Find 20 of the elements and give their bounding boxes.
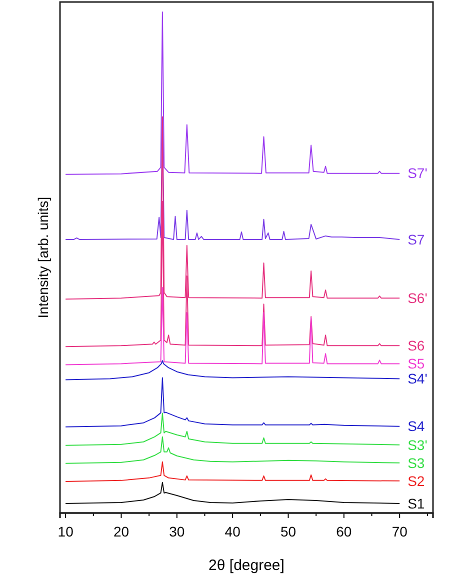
series-label: S7 [408,231,425,248]
series-label: S4 [408,418,425,434]
series-label: S2 [408,472,425,489]
x-tick-label: 20 [113,523,130,540]
series-label: S5 [408,356,425,372]
series-label: S3 [408,454,425,471]
x-tick-label: 50 [280,523,296,540]
y-axis-title: Intensity [arb. units] [35,196,51,318]
series-label: S6' [408,290,428,306]
series-label: S7' [408,165,428,182]
x-tick-label: 60 [336,523,352,540]
x-axis-title: 2θ [degree] [208,557,284,574]
series-label: S6 [408,338,425,354]
series-label: S3' [408,436,428,453]
series-label: S4' [408,370,428,387]
series-label: S1 [408,495,425,512]
x-tick-label: 40 [224,523,241,540]
x-tick-label: 30 [169,523,185,540]
x-tick-label: 70 [392,523,408,540]
x-tick-label: 10 [58,523,74,540]
